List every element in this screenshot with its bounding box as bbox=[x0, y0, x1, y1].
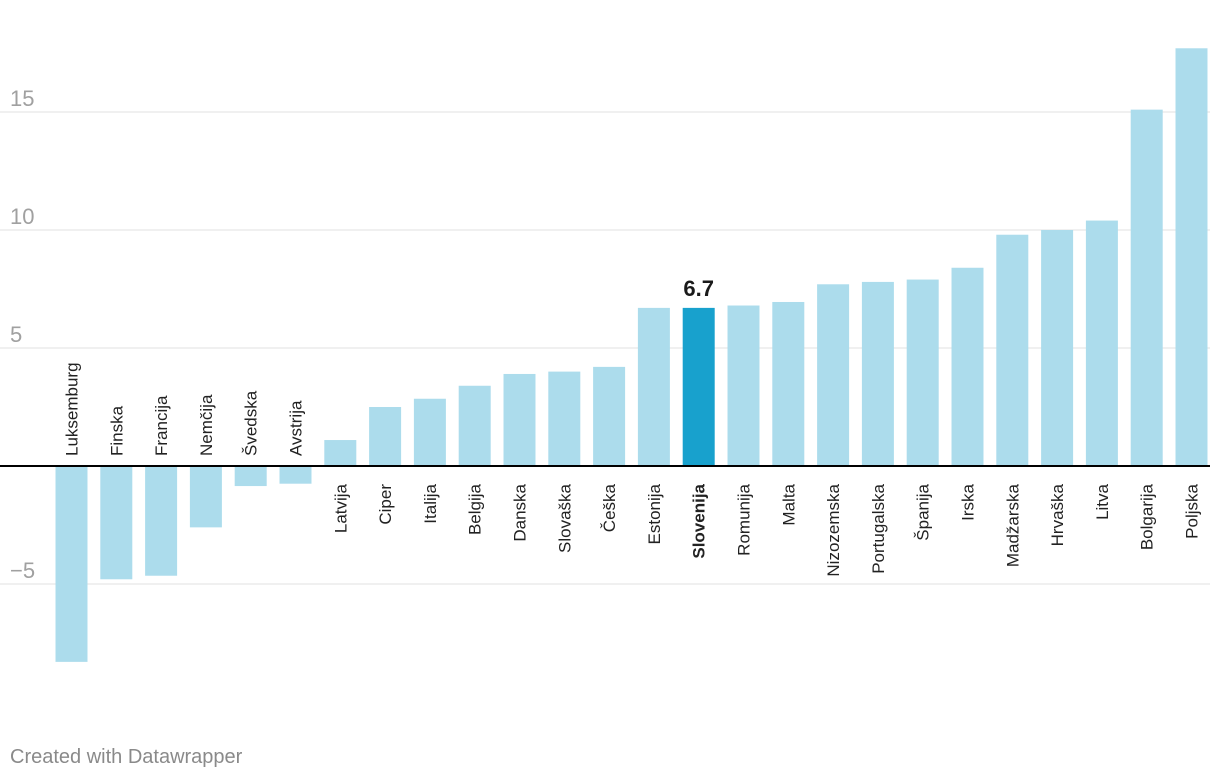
bar-poljska bbox=[1175, 48, 1208, 466]
bar-italija bbox=[413, 398, 446, 466]
category-label-irska: Irska bbox=[959, 483, 978, 520]
category-label-bolgarija: Bolgarija bbox=[1138, 483, 1157, 550]
bar-estonija bbox=[637, 307, 670, 466]
bar-belgija bbox=[458, 385, 491, 466]
bar-luksemburg bbox=[55, 466, 88, 662]
bar-španija bbox=[906, 279, 939, 466]
bar-ciper bbox=[369, 407, 402, 466]
y-tick-label-15: 15 bbox=[10, 86, 34, 111]
bar-nizozemska bbox=[817, 284, 850, 466]
category-label-danska: Danska bbox=[511, 483, 530, 541]
highlight-value-label: 6.7 bbox=[683, 276, 714, 301]
bar-češka bbox=[593, 366, 626, 466]
bar-finska bbox=[100, 466, 133, 580]
bar-romunija bbox=[727, 305, 760, 466]
bar-irska bbox=[951, 267, 984, 466]
bar-portugalska bbox=[861, 281, 894, 466]
bar-malta bbox=[772, 301, 805, 466]
bar-nemčija bbox=[189, 466, 222, 528]
category-label-poljska: Poljska bbox=[1183, 483, 1202, 538]
y-tick-label--5: −5 bbox=[10, 558, 35, 583]
bar-avstrija bbox=[279, 466, 312, 484]
bar-latvija bbox=[324, 440, 357, 466]
category-label-luksemburg: Luksemburg bbox=[63, 362, 82, 456]
category-label-finska: Finska bbox=[107, 405, 126, 456]
bar-bolgarija bbox=[1130, 109, 1163, 466]
category-label-italija: Italija bbox=[421, 483, 440, 523]
bar-slovaška bbox=[548, 371, 581, 466]
category-label-latvija: Latvija bbox=[331, 483, 350, 533]
bar-francija bbox=[145, 466, 178, 576]
category-label-malta: Malta bbox=[779, 483, 798, 525]
category-label-ciper: Ciper bbox=[376, 484, 395, 525]
category-label-češka: Češka bbox=[600, 483, 619, 532]
category-label-portugalska: Portugalska bbox=[869, 483, 888, 573]
category-label-hrvaška: Hrvaška bbox=[1048, 483, 1067, 546]
category-label-švedska: Švedska bbox=[242, 390, 261, 456]
bar-slovenija bbox=[682, 307, 715, 466]
category-label-slovenija: Slovenija bbox=[690, 483, 709, 558]
bar-danska bbox=[503, 373, 536, 466]
category-label-avstrija: Avstrija bbox=[287, 400, 306, 456]
y-tick-label-10: 10 bbox=[10, 204, 34, 229]
category-label-romunija: Romunija bbox=[735, 483, 754, 555]
bar-madžarska bbox=[996, 234, 1029, 466]
bar-litva bbox=[1085, 220, 1118, 466]
category-label-španija: Španija bbox=[914, 483, 933, 540]
chart: −5 5 10 15 Luksemburg Finska Francija Nemčija Šv… bbox=[0, 48, 1210, 662]
category-label-nemčija: Nemčija bbox=[197, 394, 216, 456]
footer-credit[interactable]: Created with Datawrapper bbox=[10, 746, 243, 768]
bar-švedska bbox=[234, 466, 267, 487]
category-label-slovaška: Slovaška bbox=[555, 483, 574, 553]
category-label-belgija: Belgija bbox=[466, 483, 485, 535]
category-label-litva: Litva bbox=[1093, 483, 1112, 519]
category-label-nizozemska: Nizozemska bbox=[824, 483, 843, 576]
y-tick-label-5: 5 bbox=[10, 322, 22, 347]
category-label-francija: Francija bbox=[152, 395, 171, 456]
category-label-madžarska: Madžarska bbox=[1003, 483, 1022, 567]
bar-hrvaška bbox=[1041, 230, 1074, 466]
category-label-estonija: Estonija bbox=[645, 483, 664, 544]
